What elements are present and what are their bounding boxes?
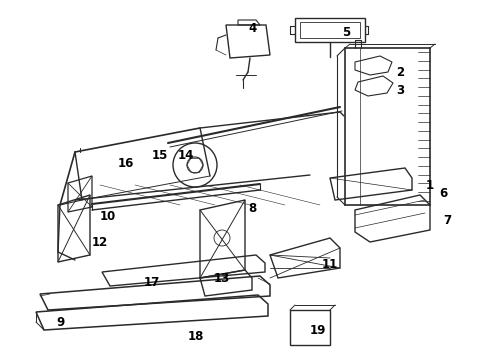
Text: 17: 17: [144, 276, 160, 289]
Text: 19: 19: [310, 324, 326, 337]
Text: 12: 12: [92, 235, 108, 248]
Text: 14: 14: [178, 149, 194, 162]
Text: 5: 5: [342, 26, 350, 39]
Text: 6: 6: [439, 186, 447, 199]
Text: 7: 7: [443, 213, 451, 226]
Text: 18: 18: [188, 329, 204, 342]
Text: 10: 10: [100, 210, 116, 222]
Text: 11: 11: [322, 257, 338, 270]
Text: 2: 2: [396, 66, 404, 78]
Text: 1: 1: [426, 179, 434, 192]
Text: 16: 16: [118, 157, 134, 170]
Text: 4: 4: [249, 22, 257, 35]
Text: 3: 3: [396, 84, 404, 96]
Text: 9: 9: [56, 315, 64, 328]
Text: 8: 8: [248, 202, 256, 215]
Text: 13: 13: [214, 271, 230, 284]
Text: 15: 15: [152, 149, 168, 162]
